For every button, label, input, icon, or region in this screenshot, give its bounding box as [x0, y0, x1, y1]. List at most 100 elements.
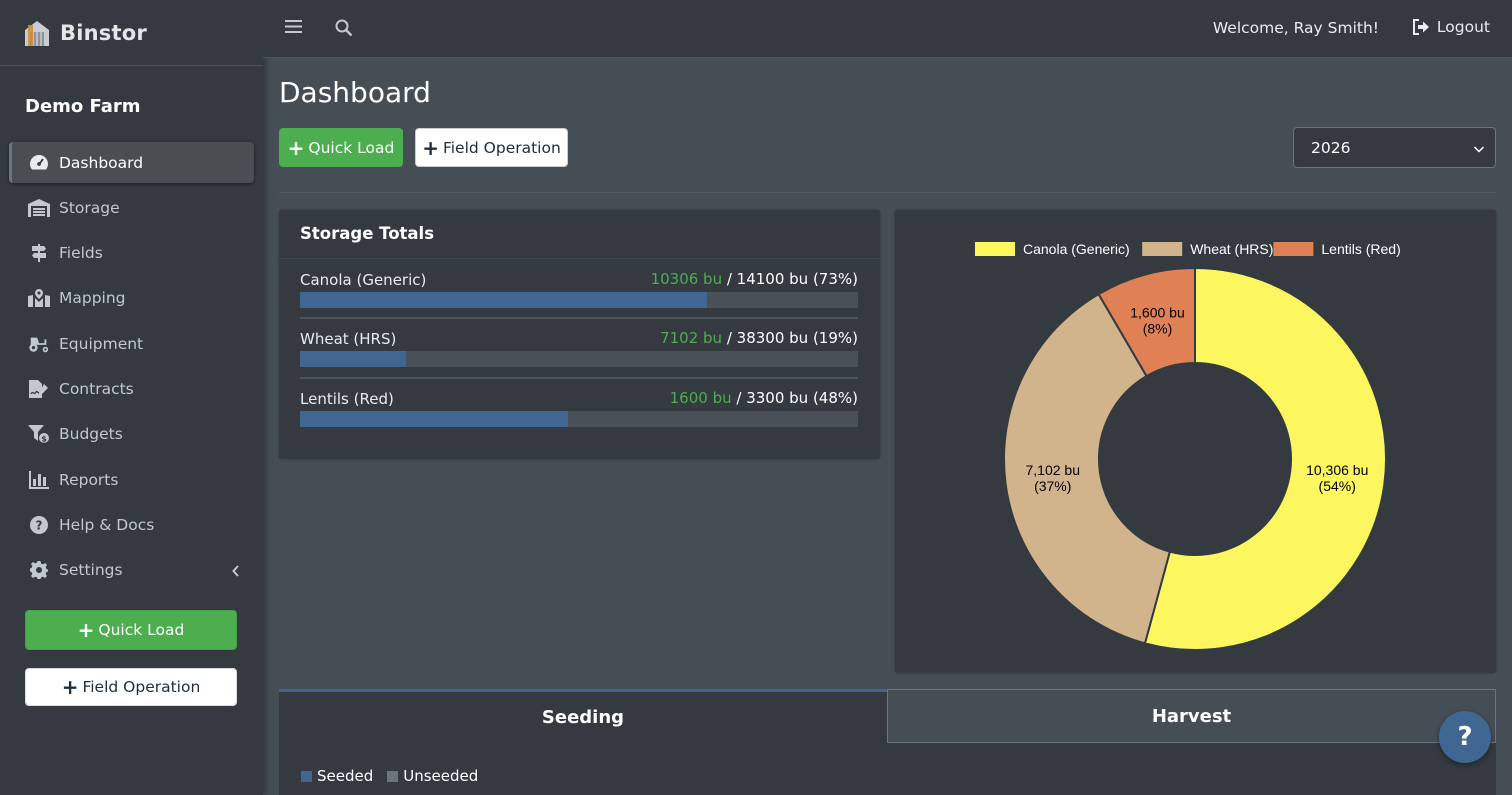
storage-row: Canola (Generic) 10306 bu / 14100 bu (73… — [300, 270, 858, 308]
storage-row-stored: 7102 bu — [660, 329, 723, 347]
warehouse-icon — [28, 198, 50, 218]
storage-progress-bar — [300, 351, 858, 367]
quick-load-label: Quick Load — [308, 138, 395, 157]
donut-slice-label: 7,102 bu (37%) — [1025, 462, 1080, 494]
funnel-dollar-icon: $ — [28, 424, 50, 444]
sidebar-item-dashboard[interactable]: Dashboard — [9, 142, 254, 183]
plus-icon: + — [77, 618, 95, 642]
sidebar-item-budgets[interactable]: $ Budgets — [9, 414, 254, 455]
storage-progress-fill — [300, 411, 568, 427]
legend-swatch — [1273, 242, 1314, 256]
brand[interactable]: Binstor — [0, 0, 263, 66]
help-fab-button[interactable]: ? — [1439, 711, 1491, 763]
sidebar-item-equipment[interactable]: Equipment — [9, 323, 254, 364]
sidebar-item-label: Dashboard — [59, 153, 144, 172]
header-divider — [279, 192, 1496, 193]
storage-row-value: 7102 bu / 38300 bu (19%) — [660, 329, 858, 347]
map-marked-icon — [28, 288, 50, 308]
sidebar-item-label: Storage — [59, 198, 120, 217]
plus-icon: + — [287, 135, 305, 160]
sidebar-quick-load-label: Quick Load — [98, 621, 185, 639]
sign-out-icon — [1412, 19, 1429, 35]
operations-tabs: Seeding Harvest Seeded Unseeded — [279, 689, 1496, 795]
svg-text:?: ? — [36, 518, 43, 532]
donut-slice[interactable] — [1143, 266, 1387, 651]
plus-icon: + — [422, 135, 439, 160]
storage-row: Wheat (HRS) 7102 bu / 38300 bu (19%) — [300, 329, 858, 367]
storage-row-name: Wheat (HRS) — [300, 330, 397, 348]
year-select[interactable]: 2026 — [1293, 127, 1496, 168]
dashboard-icon — [28, 153, 50, 173]
sidebar-item-label: Mapping — [59, 289, 126, 308]
storage-row-name: Lentils (Red) — [300, 390, 394, 408]
storage-progress-bar — [300, 292, 858, 308]
sidebar-field-operation-button[interactable]: + Field Operation — [25, 668, 237, 706]
sidebar-item-reports[interactable]: Reports — [9, 459, 254, 500]
storage-chart-card: Canola (Generic) Wheat (HRS) Lentils (Red)… — [895, 210, 1496, 673]
sidebar-item-fields[interactable]: Fields — [9, 233, 254, 274]
storage-row-value: 10306 bu / 14100 bu (73%) — [651, 270, 858, 288]
chart-legend: Canola (Generic) Wheat (HRS) Lentils (Red) — [975, 241, 1401, 257]
farm-name: Demo Farm — [25, 96, 141, 117]
sidebar-item-label: Budgets — [59, 425, 123, 444]
topbar: Welcome, Ray Smith! Logout — [263, 0, 1512, 58]
chevron-down-icon — [1473, 141, 1485, 159]
field-operation-button[interactable]: + Field Operation — [415, 128, 568, 167]
quick-load-button[interactable]: + Quick Load — [279, 128, 403, 167]
storage-progress-bar — [300, 411, 858, 427]
row-divider — [300, 317, 858, 319]
year-select-value: 2026 — [1311, 138, 1351, 157]
page-title: Dashboard — [279, 76, 431, 109]
tab-seeding[interactable]: Seeding — [279, 689, 887, 743]
sidebar-quick-load-button[interactable]: + Quick Load — [25, 610, 237, 650]
sidebar-item-settings[interactable]: Settings — [9, 550, 254, 591]
donut-slice-label: 1,600 bu (8%) — [1130, 304, 1185, 336]
sidebar-item-label: Settings — [59, 561, 123, 580]
sidebar-item-help[interactable]: ? Help & Docs — [9, 504, 254, 545]
donut-slice-label: 10,306 bu (54%) — [1306, 462, 1368, 494]
storage-totals-title: Storage Totals — [279, 210, 880, 259]
chart-bar-icon — [28, 470, 50, 490]
storage-row: Lentils (Red) 1600 bu / 3300 bu (48%) — [300, 389, 858, 427]
tab-harvest[interactable]: Harvest — [887, 689, 1496, 743]
sidebar-item-storage[interactable]: Storage — [9, 187, 254, 228]
storage-row-capacity: / 38300 bu (19%) — [722, 329, 858, 347]
unseeded-swatch — [387, 770, 399, 782]
storage-row-stored: 10306 bu — [650, 270, 723, 288]
legend-label: Wheat (HRS) — [1190, 241, 1273, 257]
unseeded-label: Unseeded — [403, 767, 479, 785]
storage-row-capacity: / 3300 bu (48%) — [731, 389, 858, 407]
sidebar-item-mapping[interactable]: Mapping — [9, 278, 254, 319]
legend-label: Canola (Generic) — [1023, 241, 1130, 257]
logout-label: Logout — [1436, 18, 1490, 36]
svg-text:$: $ — [41, 435, 47, 444]
sidebar-item-label: Help & Docs — [59, 515, 155, 534]
sidebar-nav: Dashboard Storage Fields Mapping Equipme… — [0, 142, 263, 591]
gear-icon — [28, 560, 50, 580]
barn-logo-icon — [22, 18, 52, 48]
logout-link[interactable]: Logout — [1412, 18, 1490, 36]
donut-slice[interactable] — [1097, 266, 1196, 378]
legend-swatch — [975, 242, 1015, 256]
storage-row-stored: 1600 bu — [669, 389, 732, 407]
storage-row-name: Canola (Generic) — [300, 271, 427, 289]
legend-label: Lentils (Red) — [1321, 241, 1400, 257]
search-icon[interactable] — [335, 19, 353, 41]
seeded-label: Seeded — [317, 767, 374, 785]
storage-row-value: 1600 bu / 3300 bu (48%) — [670, 389, 858, 407]
storage-donut-chart: Canola (Generic) Wheat (HRS) Lentils (Red)… — [975, 241, 1401, 651]
hamburger-menu-icon[interactable] — [285, 19, 302, 38]
donut-slice[interactable] — [1003, 292, 1172, 645]
storage-progress-fill — [300, 292, 708, 308]
welcome-text: Welcome, Ray Smith! — [1212, 19, 1379, 37]
storage-totals-card: Storage Totals Canola (Generic) 10306 bu… — [279, 210, 880, 459]
sidebar-item-contracts[interactable]: Contracts — [9, 368, 254, 409]
legend-swatch — [1142, 242, 1183, 256]
sidebar-item-label: Reports — [59, 470, 119, 489]
seeded-swatch — [301, 770, 312, 782]
sidebar: Binstor Demo Farm Dashboard Storage Fiel… — [0, 0, 263, 795]
storage-progress-fill — [300, 351, 407, 367]
sidebar-item-label: Contracts — [59, 379, 134, 398]
storage-row-capacity: / 14100 bu (73%) — [722, 270, 858, 288]
question-circle-icon: ? — [28, 515, 50, 535]
